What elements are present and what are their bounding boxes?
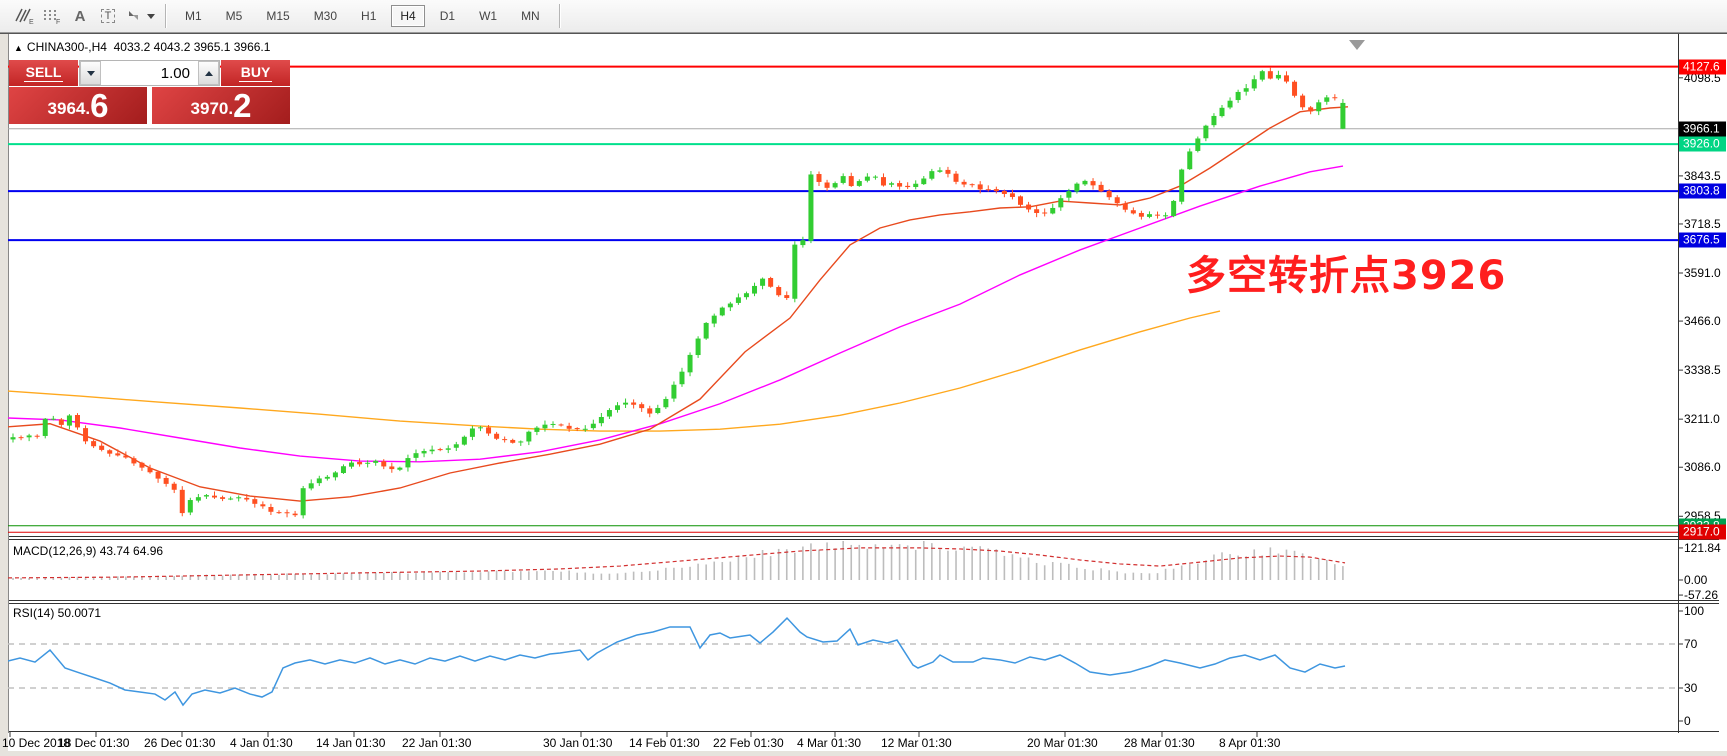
collapse-icon[interactable]: ▲ bbox=[14, 43, 23, 53]
price-tick-label: 0 bbox=[1684, 714, 1691, 728]
timeframe-button-W1[interactable]: W1 bbox=[479, 9, 498, 23]
text-box-icon[interactable]: T bbox=[96, 4, 120, 28]
timeframe-button-M15[interactable]: M15 bbox=[266, 9, 290, 23]
chart-annotation-text: 多空转折点3926 bbox=[1186, 253, 1507, 299]
volume-box: 1.00 bbox=[79, 60, 220, 86]
indicator-hatch-icon[interactable]: E bbox=[12, 4, 36, 28]
price-tick-label: 3466.0 bbox=[1684, 314, 1721, 329]
grid-dots-icon[interactable]: F bbox=[40, 4, 64, 28]
price-badge: 3966.1 bbox=[1679, 121, 1726, 137]
price-tick-label: 3591.0 bbox=[1684, 266, 1721, 280]
chart-shift-marker[interactable] bbox=[1349, 40, 1365, 50]
symbol-name: CHINA300-,H4 bbox=[26, 40, 107, 54]
price-badge: 4127.6 bbox=[1679, 59, 1726, 75]
date-tick-label: 12 Mar 01:30 bbox=[881, 736, 952, 750]
timeframe-button-M30[interactable]: M30 bbox=[313, 9, 338, 23]
date-tick-label: 4 Mar 01:30 bbox=[797, 736, 862, 750]
date-tick-label: 28 Mar 01:30 bbox=[1124, 736, 1195, 750]
price-tick-label: 3211.0 bbox=[1684, 412, 1720, 427]
buy-button[interactable]: BUY bbox=[221, 60, 290, 86]
rsi-indicator-label: RSI(14) 50.0071 bbox=[13, 606, 102, 620]
toolbar-separator bbox=[558, 4, 560, 28]
sell-price[interactable]: 3964. 6 bbox=[9, 87, 147, 124]
date-tick-label: 26 Dec 01:30 bbox=[144, 736, 216, 750]
date-tick-label: 30 Jan 01:30 bbox=[543, 736, 613, 750]
price-tick-label: 3718.5 bbox=[1684, 216, 1721, 231]
volume-increase-button[interactable] bbox=[198, 61, 219, 85]
date-tick-label: 20 Mar 01:30 bbox=[1027, 736, 1098, 750]
date-tick-label: 10 Dec 2018 bbox=[2, 736, 71, 750]
timeframe-button-M1[interactable]: M1 bbox=[185, 9, 202, 23]
ma-mid-line bbox=[8, 165, 1344, 463]
price-badge: 2917.0 bbox=[1679, 524, 1726, 540]
ma-fast-line bbox=[8, 106, 1349, 502]
price-tick-label: 3338.5 bbox=[1684, 363, 1721, 378]
timeframe-button-D1[interactable]: D1 bbox=[439, 9, 456, 23]
price-tick-label: 121.84 bbox=[1684, 540, 1721, 555]
timeframe-button-H1[interactable]: H1 bbox=[361, 9, 377, 23]
date-tick-label: 22 Feb 01:30 bbox=[713, 736, 784, 750]
svg-text:F: F bbox=[56, 19, 60, 25]
price-tick-label: -57.26 bbox=[1684, 588, 1719, 603]
panel-borders bbox=[8, 34, 1719, 733]
buy-price[interactable]: 3970. 2 bbox=[152, 87, 290, 124]
triangle-down-icon bbox=[86, 70, 95, 76]
price-tick-label: 100 bbox=[1684, 604, 1705, 618]
one-click-trading-panel: SELL 1.00 BUY 3964. 6 3970. 2 bbox=[9, 60, 290, 124]
candles bbox=[10, 67, 1346, 519]
price-badge: 3926.0 bbox=[1679, 136, 1726, 152]
macd-panel bbox=[12, 541, 1344, 580]
chart-window[interactable] bbox=[0, 34, 1727, 756]
triangle-up-icon bbox=[204, 70, 213, 76]
macd-signal-line bbox=[8, 547, 1346, 579]
sell-button[interactable]: SELL bbox=[9, 60, 78, 86]
timeframe-button-MN[interactable]: MN bbox=[521, 9, 540, 23]
volume-input[interactable]: 1.00 bbox=[160, 64, 190, 82]
date-tick-label: 14 Jan 01:30 bbox=[316, 736, 386, 750]
window-edge-left bbox=[0, 34, 8, 756]
price-tick-label: 30 bbox=[1684, 681, 1698, 695]
ma-slow-line bbox=[8, 310, 1221, 432]
price-tick-label: 4098.5 bbox=[1684, 70, 1721, 85]
axis-ticks bbox=[9, 77, 1683, 737]
price-badge: 3803.8 bbox=[1679, 183, 1726, 199]
price-tick-label: 3086.0 bbox=[1684, 460, 1721, 475]
date-tick-label: 4 Jan 01:30 bbox=[230, 736, 293, 750]
toolbar-separator bbox=[165, 4, 166, 28]
symbol-header[interactable]: ▲ CHINA300-,H4 4033.2 4043.2 3965.1 3966.… bbox=[14, 40, 270, 54]
text-label-icon[interactable]: A bbox=[74, 7, 86, 25]
window-edge-bottom bbox=[0, 751, 1727, 756]
chevron-down-icon bbox=[147, 13, 155, 19]
symbol-ohlc: 4033.2 4043.2 3965.1 3966.1 bbox=[113, 40, 271, 54]
timeframe-button-H4[interactable]: H4 bbox=[391, 5, 425, 27]
volume-decrease-button[interactable] bbox=[80, 61, 101, 85]
macd-indicator-label: MACD(12,26,9) 43.74 64.96 bbox=[13, 544, 164, 558]
timeframe-group: M1 M5 M15 M30 H1 H4 D1 W1 MN bbox=[173, 5, 552, 27]
date-tick-label: 22 Jan 01:30 bbox=[402, 736, 472, 750]
date-tick-label: 14 Feb 01:30 bbox=[629, 736, 700, 750]
price-badge: 3676.5 bbox=[1679, 232, 1726, 248]
date-tick-label: 18 Dec 01:30 bbox=[58, 736, 130, 750]
price-tick-label: 70 bbox=[1684, 637, 1698, 651]
timeframe-button-M5[interactable]: M5 bbox=[225, 9, 243, 23]
price-tick-label: 0.00 bbox=[1684, 573, 1708, 587]
rsi-line bbox=[8, 616, 1346, 707]
toolbar: E F A T M1 M5 M15 M30 H1 H4 D1 W1 MN bbox=[0, 0, 1727, 33]
price-tick-label: 3843.5 bbox=[1684, 168, 1721, 183]
svg-text:E: E bbox=[29, 19, 34, 25]
shapes-arrows-icon[interactable] bbox=[124, 4, 156, 28]
date-tick-label: 8 Apr 01:30 bbox=[1219, 736, 1281, 750]
